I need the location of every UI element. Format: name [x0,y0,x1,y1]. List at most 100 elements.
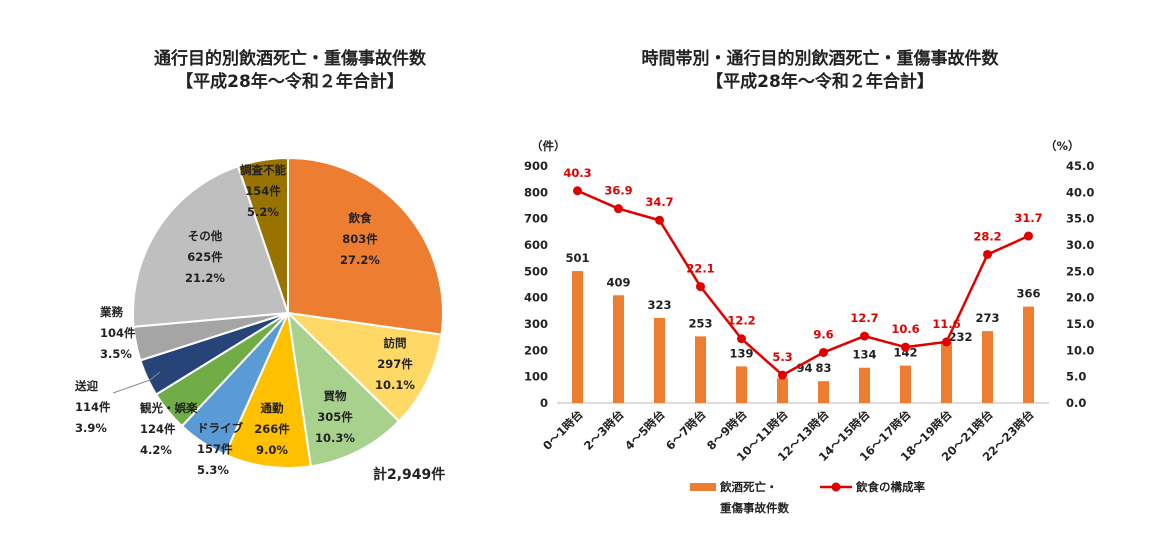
pie-label-name-4: ドライブ [197,421,243,435]
combo-title-line1: 時間帯別・通行目的別飲酒死亡・重傷事故件数 [641,49,999,69]
pie-label-name-0: 飲食 [348,211,372,225]
pie-slice-9 [236,156,289,314]
bar-label-6: 83 [815,361,831,375]
line-point-0 [573,186,582,196]
pie-label-name-2: 買物 [324,389,347,403]
pie-label-count-8: 625件 [187,250,223,264]
line-point-2 [655,215,664,225]
y-right-tick-9: 45.0 [1066,159,1094,173]
line-label-6: 9.6 [813,327,833,341]
y-left-tick-4: 400 [524,291,548,305]
x-tick-1: 2～3時台 [581,407,627,453]
pie-title: 通行目的別飲酒死亡・重傷事故件数 【平成28年～令和２年合計】 [80,48,500,94]
pie-label-pct-2: 10.3% [315,431,355,445]
series-line [576,189,1030,377]
bar-label-10: 273 [975,311,999,325]
bar-label-11: 366 [1016,287,1040,301]
pie-label-name-6: 送迎 [74,379,98,393]
pie-label-pct-5: 4.2% [140,443,172,457]
bar-label-0: 501 [565,251,589,265]
line-point-1 [614,204,623,214]
y-left-tick-2: 200 [524,343,548,357]
y-right-tick-8: 40.0 [1066,185,1094,199]
pie-slice-8 [132,164,290,328]
y-right-tick-7: 35.0 [1066,212,1094,226]
y-left-tick-0: 0 [540,396,548,410]
pie-label-count-3: 266件 [254,422,290,436]
line-label-4: 12.2 [727,314,755,328]
legend-line-marker [831,482,841,492]
bar-10 [982,331,993,403]
line-point-10 [983,249,992,259]
legend-bar-label-2: 重傷事故件数 [720,501,789,515]
bar-11 [1023,306,1034,403]
x-tick-0: 0～1時台 [540,407,586,453]
pie-label-pct-9: 5.2% [247,205,279,219]
bar-5 [777,378,788,403]
line-label-9: 11.6 [932,317,960,331]
y-right-tick-4: 20.0 [1066,291,1094,305]
y-right-unit: （%） [1045,139,1080,153]
pie-label-name-9: 調査不能 [240,163,286,177]
pie-label-pct-4: 5.3% [197,463,229,477]
y-left-tick-1: 100 [524,370,548,384]
pie-slice-2 [286,310,401,468]
line-label-11: 31.7 [1014,211,1042,225]
pie-label-name-3: 通勤 [261,401,284,415]
pie-title-line1: 通行目的別飲酒死亡・重傷事故件数 [154,49,426,69]
pie-label-count-2: 305件 [317,410,353,424]
line-label-3: 22.1 [686,262,714,276]
bar-4 [736,366,747,403]
line-label-2: 34.7 [645,195,673,209]
line-label-5: 5.3 [772,350,792,364]
y-left-tick-3: 300 [524,317,548,331]
pie-total: 計2,949件 [373,467,446,483]
bar-6 [818,381,829,403]
combo-title: 時間帯別・通行目的別飲酒死亡・重傷事故件数 【平成28年～令和２年合計】 [560,48,1080,94]
pie-label-pct-8: 21.2% [185,271,225,285]
pie-label-pct-7: 3.5% [100,347,132,361]
y-left-tick-9: 900 [524,159,548,173]
bar-8 [900,365,911,403]
pie-label-count-5: 124件 [140,422,176,436]
pie-label-count-9: 154件 [245,184,281,198]
pie-slice-3 [223,309,313,469]
y-left-tick-6: 600 [524,238,548,252]
pie-chart: 飲食 803件 27.2% 訪問 297件 10.1% 買物 305件 10.3% 通勤 266件 9… [74,156,444,477]
pie-label-count-0: 803件 [342,232,378,246]
pie-label-pct-1: 10.1% [375,378,415,392]
pie-label-pct-6: 3.9% [75,421,107,435]
pie-label-count-1: 297件 [377,357,413,371]
y-left-unit: （件） [531,139,566,153]
y-right-tick-2: 10.0 [1066,343,1094,357]
line-point-3 [696,282,705,292]
bar-0 [572,271,583,403]
pie-label-name-8: その他 [188,229,223,243]
y-right-tick-1: 5.0 [1066,370,1086,384]
combo-title-line2: 【平成28年～令和２年合計】 [706,72,934,92]
bar-label-2: 323 [647,298,671,312]
line-label-10: 28.2 [973,229,1001,243]
y-right-tick-6: 30.0 [1066,238,1094,252]
legend-bar-label-1: 飲酒死亡・ [719,480,778,494]
y-left-tick-7: 700 [524,212,548,226]
bar-label-8: 142 [893,346,917,360]
bar-2 [654,317,665,403]
y-right-tick-3: 15.0 [1066,317,1094,331]
pie-label-pct-3: 9.0% [256,443,288,457]
line-point-7 [860,331,869,341]
line-point-5 [778,370,787,380]
y-left-tick-5: 500 [524,264,548,278]
bar-label-7: 134 [852,348,876,362]
y-left-tick-8: 800 [524,185,548,199]
line-label-7: 12.7 [850,311,878,325]
pie-slice-0 [287,156,444,336]
bar-label-1: 409 [606,275,630,289]
line-label-1: 36.9 [604,184,632,198]
line-point-11 [1024,231,1033,241]
line-point-9 [942,337,951,347]
pie-label-count-4: 157件 [197,442,233,456]
pie-label-pct-0: 27.2% [340,253,380,267]
bar-9 [941,341,952,403]
